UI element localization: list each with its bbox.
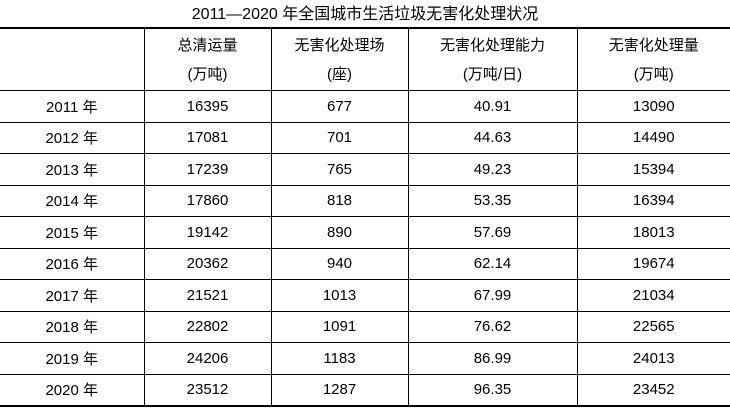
table-row-2017: 2017 年 21521 1013 67.99 21034 (0, 279, 730, 312)
table-row-2020: 2020 年 23512 1287 96.35 23452 (0, 374, 730, 407)
table-row-2019: 2019 年 24206 1183 86.99 24013 (0, 342, 730, 375)
waste-treatment-table: 总清运量 (万吨) 无害化处理场 (座) 无害化处理能力 (万吨/日) 无害化处… (0, 27, 730, 407)
year-cell: 2016 年 (0, 248, 145, 280)
total-collected-cell: 23512 (144, 374, 272, 407)
table-row-2016: 2016 年 20362 940 62.14 19674 (0, 248, 730, 280)
plants-cell: 765 (271, 153, 409, 186)
total-collected-cell: 20362 (144, 248, 272, 280)
year-cell: 2013 年 (0, 153, 145, 186)
total-collected-cell: 19142 (144, 216, 272, 249)
total-collected-cell: 17860 (144, 185, 272, 217)
header-row: 总清运量 (万吨) 无害化处理场 (座) 无害化处理能力 (万吨/日) 无害化处… (0, 28, 730, 91)
total-collected-cell: 16395 (144, 90, 272, 123)
table-row-2011: 2011 年 16395 677 40.91 13090 (0, 90, 730, 123)
header-label: 无害化处理场 (294, 36, 385, 54)
year-cell: 2017 年 (0, 279, 145, 312)
year-cell: 2012 年 (0, 122, 145, 154)
plants-cell: 890 (271, 216, 409, 249)
table-row-2018: 2018 年 22802 1091 76.62 22565 (0, 311, 730, 343)
header-cell-treated-volume: 无害化处理量 (万吨) (577, 28, 730, 91)
year-cell: 2014 年 (0, 185, 145, 217)
capacity-cell: 40.91 (408, 90, 578, 123)
treated-volume-cell: 23452 (577, 374, 730, 407)
table-row-2015: 2015 年 19142 890 57.69 18013 (0, 216, 730, 249)
total-collected-cell: 21521 (144, 279, 272, 312)
treated-volume-cell: 13090 (577, 90, 730, 123)
treated-volume-cell: 24013 (577, 342, 730, 375)
header-label: 无害化处理能力 (439, 36, 545, 54)
treated-volume-cell: 14490 (577, 122, 730, 154)
total-collected-cell: 17239 (144, 153, 272, 186)
capacity-cell: 53.35 (408, 185, 578, 217)
header-cell-total-collected: 总清运量 (万吨) (144, 28, 272, 91)
header-cell-year (0, 28, 145, 91)
total-collected-cell: 17081 (144, 122, 272, 154)
plants-cell: 1287 (271, 374, 409, 407)
plants-cell: 701 (271, 122, 409, 154)
total-collected-cell: 24206 (144, 342, 272, 375)
plants-cell: 1013 (271, 279, 409, 312)
plants-cell: 940 (271, 248, 409, 280)
year-cell: 2020 年 (0, 374, 145, 407)
header-unit: (座) (327, 65, 352, 83)
header-unit: (万吨) (633, 65, 674, 83)
header-label: 无害化处理量 (608, 36, 699, 54)
year-cell: 2018 年 (0, 311, 145, 343)
capacity-cell: 96.35 (408, 374, 578, 407)
capacity-cell: 86.99 (408, 342, 578, 375)
header-cell-plants: 无害化处理场 (座) (271, 28, 409, 91)
table-row-2012: 2012 年 17081 701 44.63 14490 (0, 122, 730, 154)
page-title: 2011—2020 年全国城市生活垃圾无害化处理状况 (191, 6, 539, 23)
header-unit: (万吨) (187, 65, 228, 83)
capacity-cell: 76.62 (408, 311, 578, 343)
treated-volume-cell: 16394 (577, 185, 730, 217)
treated-volume-cell: 21034 (577, 279, 730, 312)
treated-volume-cell: 15394 (577, 153, 730, 186)
year-cell: 2011 年 (0, 90, 145, 123)
capacity-cell: 57.69 (408, 216, 578, 249)
year-cell: 2019 年 (0, 342, 145, 375)
treated-volume-cell: 22565 (577, 311, 730, 343)
header-unit: (万吨/日) (462, 65, 523, 83)
plants-cell: 1091 (271, 311, 409, 343)
capacity-cell: 62.14 (408, 248, 578, 280)
header-cell-capacity: 无害化处理能力 (万吨/日) (408, 28, 578, 91)
plants-cell: 677 (271, 90, 409, 123)
capacity-cell: 44.63 (408, 122, 578, 154)
plants-cell: 818 (271, 185, 409, 217)
plants-cell: 1183 (271, 342, 409, 375)
capacity-cell: 49.23 (408, 153, 578, 186)
table-row-2013: 2013 年 17239 765 49.23 15394 (0, 153, 730, 186)
total-collected-cell: 22802 (144, 311, 272, 343)
treated-volume-cell: 19674 (577, 248, 730, 280)
table-row-2014: 2014 年 17860 818 53.35 16394 (0, 185, 730, 217)
capacity-cell: 67.99 (408, 279, 578, 312)
header-label: 总清运量 (177, 36, 238, 54)
year-cell: 2015 年 (0, 216, 145, 249)
treated-volume-cell: 18013 (577, 216, 730, 249)
